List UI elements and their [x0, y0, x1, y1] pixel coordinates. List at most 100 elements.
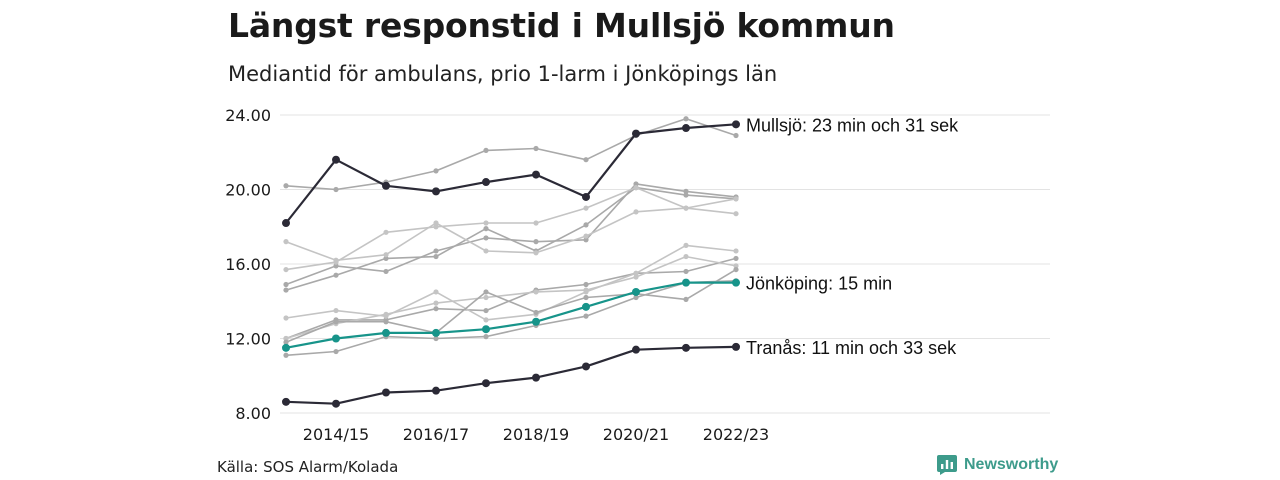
- background-point: [683, 116, 689, 122]
- background-point: [583, 157, 589, 163]
- background-point: [583, 281, 589, 288]
- background-point: [583, 233, 589, 239]
- y-tick-label: 8.00: [235, 404, 271, 423]
- background-point: [433, 220, 439, 226]
- highlight-series-line: [284, 281, 738, 349]
- highlight-point: [282, 397, 290, 406]
- y-tick-label: 16.00: [225, 255, 271, 274]
- highlight-point: [582, 362, 590, 371]
- background-point: [483, 226, 489, 232]
- background-series-line: [285, 198, 737, 262]
- background-point: [733, 248, 739, 254]
- background-point: [683, 205, 689, 211]
- background-point: [533, 220, 539, 226]
- highlight-point: [582, 302, 590, 311]
- background-point: [433, 168, 439, 174]
- background-point: [283, 335, 289, 342]
- background-point: [683, 253, 689, 260]
- background-point: [483, 235, 489, 241]
- series-labels: Mullsjö: 23 min och 31 sek Jönköping: 15 …: [746, 115, 959, 358]
- highlight-point: [632, 345, 640, 354]
- background-point: [583, 222, 589, 228]
- background-series-line: [285, 255, 737, 340]
- highlight-point: [382, 328, 390, 337]
- highlight-series: [282, 120, 740, 408]
- label-mullsjo: Mullsjö: 23 min och 31 sek: [746, 115, 959, 135]
- background-series-line: [285, 244, 737, 321]
- x-tick-label: 2016/17: [403, 425, 469, 444]
- highlight-point: [732, 278, 740, 287]
- background-point: [533, 309, 539, 316]
- background-series-line: [285, 117, 737, 191]
- newsworthy-logo-icon: [937, 455, 957, 475]
- background-point: [433, 335, 439, 342]
- highlight-point: [532, 317, 540, 326]
- highlight-series-line: [284, 123, 738, 225]
- background-point: [333, 307, 339, 314]
- background-point: [733, 211, 739, 217]
- background-point: [483, 294, 489, 301]
- highlight-point: [482, 178, 490, 187]
- background-series-line: [285, 186, 737, 271]
- background-point: [383, 255, 389, 262]
- background-series-line: [285, 268, 737, 344]
- background-point: [533, 250, 539, 256]
- background-series-line: [285, 186, 737, 291]
- y-tick-label: 24.00: [225, 106, 271, 125]
- background-point: [583, 287, 589, 293]
- background-point: [483, 220, 489, 226]
- background-point: [283, 315, 289, 321]
- background-point: [733, 132, 739, 139]
- background-point: [483, 248, 489, 254]
- background-point: [433, 306, 439, 312]
- background-point: [433, 248, 439, 254]
- background-point: [583, 313, 589, 319]
- highlight-point: [382, 388, 390, 397]
- background-point: [633, 185, 639, 191]
- highlight-point: [282, 343, 290, 352]
- x-tick-label: 2018/19: [503, 425, 569, 444]
- background-point: [433, 289, 439, 295]
- background-point: [333, 263, 339, 269]
- y-tick-label: 20.00: [225, 181, 271, 200]
- background-point: [733, 266, 739, 273]
- brand-name: Newsworthy: [964, 456, 1059, 473]
- background-point: [683, 188, 689, 194]
- background-point: [383, 229, 389, 235]
- background-point: [583, 237, 589, 243]
- background-point: [283, 266, 289, 273]
- background-point: [383, 252, 389, 258]
- highlight-point: [732, 120, 740, 129]
- highlight-point: [332, 399, 340, 408]
- highlight-point: [382, 181, 390, 190]
- y-axis-tick-labels: 8.00 12.00 16.00 20.00 24.00: [225, 106, 271, 423]
- background-series-line: [285, 257, 737, 340]
- background-point: [483, 334, 489, 340]
- background-point: [383, 319, 389, 325]
- grid-lines: [280, 114, 1050, 414]
- background-point: [283, 183, 289, 189]
- background-point: [683, 192, 689, 198]
- highlight-point: [482, 379, 490, 388]
- background-point: [333, 186, 339, 193]
- x-tick-label: 2020/21: [603, 425, 669, 444]
- background-series: [283, 116, 739, 358]
- background-point: [733, 196, 739, 202]
- x-tick-label: 2014/15: [303, 425, 369, 444]
- highlight-point: [432, 328, 440, 337]
- background-point: [433, 300, 439, 306]
- highlight-point: [332, 155, 340, 164]
- background-point: [483, 147, 489, 153]
- background-point: [333, 319, 339, 325]
- background-point: [483, 289, 489, 295]
- source-note: Källa: SOS Alarm/Kolada: [217, 458, 399, 476]
- background-point: [683, 296, 689, 302]
- chart-subtitle: Mediantid för ambulans, prio 1-larm i Jö…: [228, 62, 778, 86]
- background-point: [683, 268, 689, 275]
- background-point: [533, 145, 539, 152]
- highlight-point: [732, 342, 740, 351]
- background-point: [283, 281, 289, 288]
- chart-title: Längst responstid i Mullsjö kommun: [228, 6, 895, 45]
- brand-logo[interactable]: Newsworthy: [937, 455, 1058, 475]
